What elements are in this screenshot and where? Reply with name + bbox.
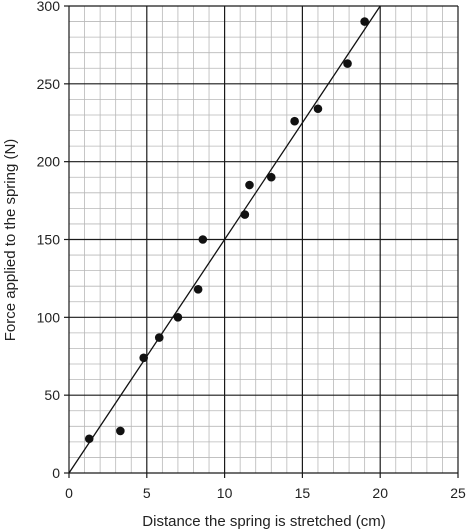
data-point	[313, 104, 323, 114]
best-fit-line	[68, 5, 381, 474]
x-tick-label: 25	[450, 485, 466, 501]
best-fit-line-group	[68, 5, 381, 474]
x-tick-label: 5	[143, 485, 151, 501]
y-tick-label: 200	[37, 154, 61, 170]
data-point	[173, 313, 183, 322]
x-tick-label: 20	[372, 485, 388, 501]
data-point	[84, 434, 94, 444]
x-tick-labels: 0 5 10 15 20 25	[65, 485, 466, 501]
data-point	[154, 333, 164, 342]
x-tick-label: 0	[65, 485, 73, 501]
y-tick-label: 150	[37, 232, 61, 248]
y-tick-label: 250	[37, 76, 61, 92]
y-tick-label: 0	[52, 465, 60, 481]
y-tick-labels: 0 50 100 150 200 250 300	[37, 0, 61, 481]
major-grid	[64, 5, 459, 478]
data-point	[290, 116, 299, 126]
data-point	[198, 235, 208, 244]
x-tick-label: 15	[295, 485, 311, 501]
data-point	[240, 210, 250, 219]
y-tick-label: 100	[37, 309, 61, 325]
x-tick-label: 10	[217, 485, 233, 501]
data-point	[193, 285, 203, 294]
data-point	[245, 180, 254, 190]
x-axis-label: Distance the spring is stretched (cm)	[142, 513, 385, 530]
data-point	[343, 59, 352, 68]
y-tick-label: 50	[44, 387, 60, 403]
y-axis-label: Force applied to the spring (N)	[2, 139, 19, 342]
data-point	[116, 426, 125, 436]
data-point	[360, 17, 369, 26]
y-tick-label: 300	[37, 0, 61, 14]
data-point	[139, 353, 148, 363]
data-point	[266, 172, 276, 182]
data-points	[84, 17, 369, 444]
